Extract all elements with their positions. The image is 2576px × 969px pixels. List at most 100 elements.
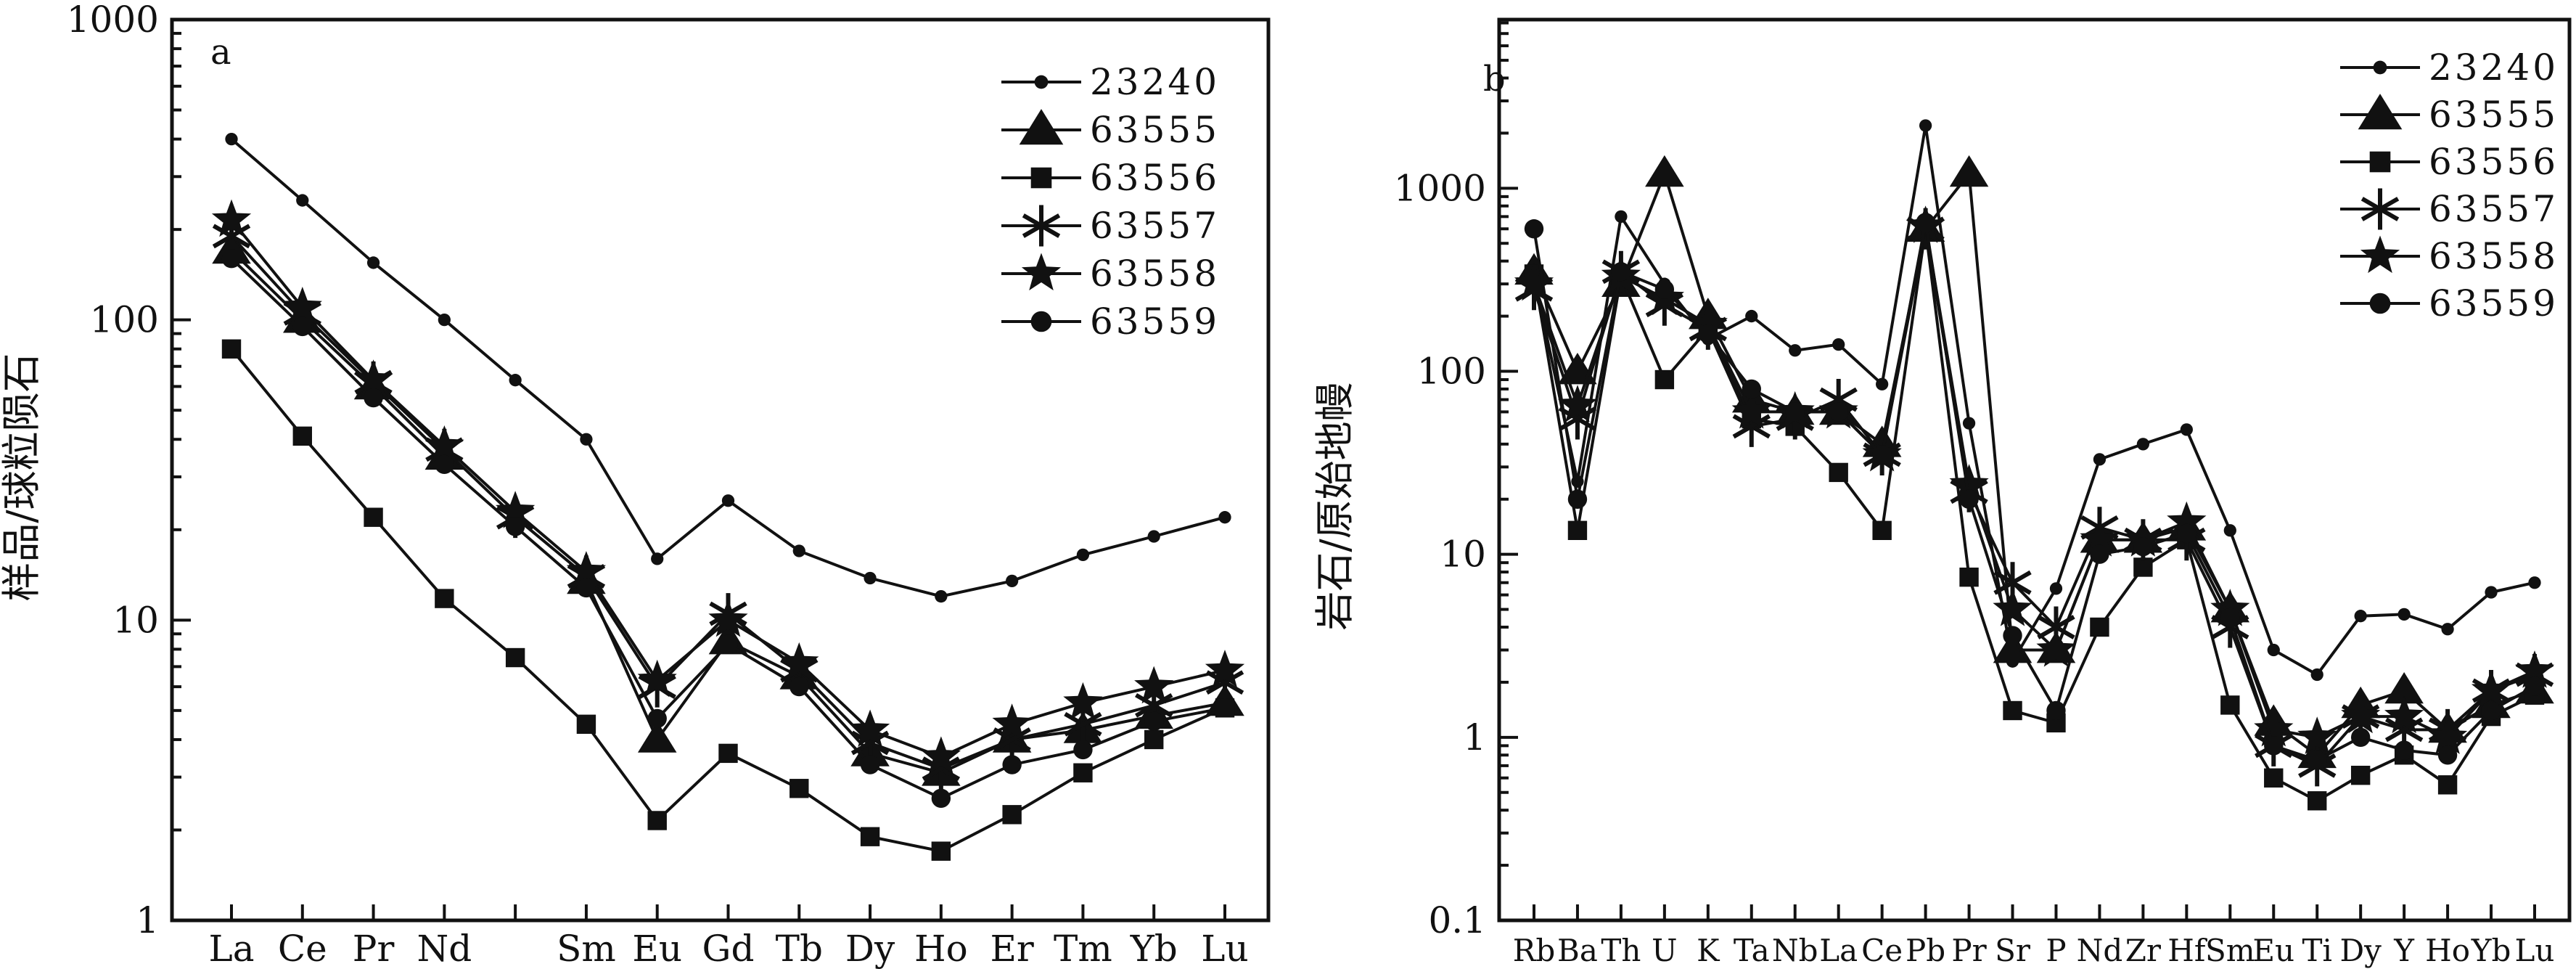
data-point-shape: [2350, 765, 2371, 785]
x-tick-label: Zr: [2125, 933, 2162, 968]
data-point-shape: [2264, 768, 2284, 788]
y-tick-label: 1000: [1394, 167, 1486, 209]
data-point-shape: [1557, 385, 1598, 422]
data-point: [2441, 623, 2454, 636]
data-point-shape: [2090, 617, 2109, 637]
data-point-shape: [651, 552, 664, 565]
x-tick-label: Dy: [2339, 933, 2382, 968]
series-4: [211, 199, 1245, 774]
data-point: [2220, 608, 2240, 628]
series-5: [221, 249, 1235, 809]
data-point-shape: [792, 544, 805, 557]
data-point-shape: [2397, 608, 2411, 621]
data-point-shape: [505, 647, 525, 668]
data-point: [1919, 119, 1932, 132]
legend-label: 23240: [1090, 61, 1220, 103]
x-tick-label: Lu: [1201, 928, 1248, 969]
data-point: [2049, 582, 2063, 595]
data-point-shape: [1002, 755, 1022, 774]
data-point-shape: [1993, 589, 2033, 626]
data-point: [850, 709, 890, 747]
data-point-shape: [2514, 650, 2555, 688]
data-point: [2308, 791, 2327, 811]
data-point-shape: [860, 827, 880, 846]
legend-marker: [2369, 151, 2391, 173]
y-tick-label: 100: [1417, 350, 1486, 392]
data-point-stroke: [1135, 692, 1173, 718]
data-point: [1698, 324, 1718, 344]
panel-a: 1 10 100 1000 La Ce Pr Nd Sm Eu Gd Tb Dy Ho Er Tm Yb Lu a 样…: [0, 0, 1271, 969]
data-point: [1745, 309, 1758, 323]
y-axis-label: 样品/球粒陨石: [0, 353, 44, 601]
data-point-shape: [1205, 650, 1245, 687]
legend-label: 63558: [2429, 235, 2559, 277]
data-point: [221, 339, 242, 359]
x-tick-label: Ho: [914, 928, 968, 969]
data-point-shape: [1829, 402, 1848, 422]
data-point-stroke: [922, 756, 961, 781]
data-point-shape: [2354, 610, 2367, 623]
data-point-shape: [718, 634, 738, 655]
data-point: [2080, 519, 2120, 557]
data-point-shape: [1949, 464, 1989, 502]
data-point-shape: [1919, 119, 1932, 132]
data-point-shape: [1615, 210, 1628, 224]
data-point: [1785, 402, 1805, 422]
data-point: [1742, 379, 1761, 399]
data-point-shape: [435, 589, 454, 608]
data-point-shape: [1144, 711, 1164, 732]
legend-label: 23240: [2429, 46, 2559, 89]
y-tick-label: 100: [90, 299, 159, 341]
data-point: [2437, 775, 2458, 795]
data-point: [2384, 671, 2424, 704]
legend-marker-shape: [2369, 151, 2391, 173]
data-point: [2254, 708, 2294, 747]
data-point-shape: [2167, 501, 2207, 539]
data-point: [2384, 695, 2424, 734]
data-point: [2167, 501, 2207, 539]
data-point-shape: [921, 736, 961, 774]
data-point-shape: [1785, 402, 1805, 422]
data-point-shape: [860, 755, 880, 774]
data-point: [580, 433, 593, 446]
x-tick-label: Pr: [1951, 933, 1987, 968]
legend: 23240 63555 63556 63557 63558 63559: [1001, 61, 1220, 343]
x-tick-label: Rb: [1513, 933, 1556, 968]
data-point: [1962, 417, 1976, 430]
data-point: [921, 736, 961, 774]
legend-label: 63556: [1090, 157, 1220, 199]
legend-marker: [2369, 293, 2391, 314]
data-point: [2350, 765, 2371, 785]
series-5: [1524, 213, 2545, 770]
data-point: [718, 634, 738, 655]
data-point-shape: [2003, 626, 2022, 645]
data-point: [1567, 489, 1588, 509]
data-point: [1654, 279, 1675, 299]
data-point: [576, 578, 596, 598]
data-point-shape: [1654, 369, 1675, 390]
data-point: [364, 507, 383, 527]
data-point: [992, 703, 1032, 741]
data-point: [1557, 385, 1598, 422]
data-point-shape: [1002, 805, 1022, 825]
y-tick-label: 0.1: [1428, 899, 1486, 941]
data-point: [2485, 586, 2498, 599]
data-point: [435, 589, 454, 608]
series-2: [221, 339, 1235, 861]
data-point: [2264, 736, 2284, 756]
data-point: [2528, 576, 2541, 589]
series-0: [225, 132, 1231, 603]
data-point-shape: [2264, 736, 2284, 756]
data-point: [1006, 574, 1019, 588]
data-point: [296, 194, 309, 207]
data-point: [2220, 695, 2240, 715]
data-point-shape: [2471, 670, 2511, 708]
data-point-shape: [2341, 695, 2381, 734]
data-point-shape: [2036, 629, 2076, 667]
data-point: [576, 714, 596, 734]
data-point-shape: [2437, 775, 2458, 795]
y-tick-label: 1: [136, 899, 159, 941]
data-point: [718, 743, 738, 764]
y-tick-label: 10: [1440, 533, 1486, 576]
